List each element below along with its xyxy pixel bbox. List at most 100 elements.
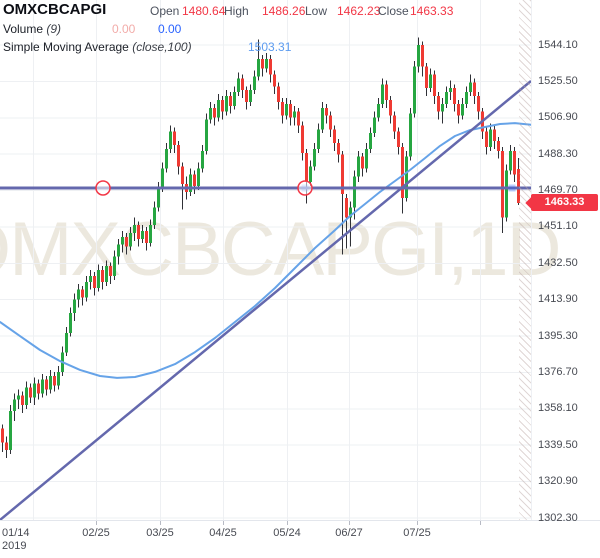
candle-body <box>293 111 296 118</box>
chart-canvas[interactable] <box>0 0 600 520</box>
time-axis-tick <box>349 521 350 525</box>
candle-body <box>97 270 100 288</box>
price-axis-label: 1339.50 <box>538 438 578 451</box>
candle-body <box>81 289 84 298</box>
trendline-anchor-circle[interactable] <box>95 180 111 196</box>
candle-body <box>301 125 304 153</box>
candle-body <box>77 289 80 300</box>
open-value: 1480.64 <box>182 4 226 18</box>
candle-body <box>509 150 512 171</box>
price-axis-label: 1469.70 <box>538 184 578 197</box>
candle-body <box>285 103 288 116</box>
candle-body <box>501 150 504 218</box>
candle-body <box>353 176 356 208</box>
candle-body <box>389 99 392 116</box>
candle-body <box>13 399 16 411</box>
candle-body <box>165 148 168 169</box>
time-axis-label: 05/24 <box>273 527 301 539</box>
candle-body <box>221 99 224 112</box>
candle-body <box>93 276 96 288</box>
candle-body <box>477 96 480 112</box>
candle-body <box>381 84 384 104</box>
right-margin-hatch <box>519 0 532 520</box>
candle-body <box>449 88 452 93</box>
volume-value-1: 0.00 <box>112 22 136 36</box>
price-axis-label: 1488.30 <box>538 147 578 160</box>
candle-body <box>337 143 340 155</box>
sma-line[interactable] <box>0 122 532 379</box>
close-value: 1463.33 <box>410 4 454 18</box>
candle-body <box>469 82 472 93</box>
price-badge: 1463.33 <box>531 194 598 212</box>
price-axis-label: 1302.30 <box>538 511 578 524</box>
candle-body <box>425 66 428 89</box>
time-axis-tick <box>160 521 161 525</box>
trendline-handle[interactable] <box>508 184 516 192</box>
low-value: 1462.23 <box>337 4 381 18</box>
time-axis-label: 06/27 <box>335 527 363 539</box>
candle-body <box>437 96 440 112</box>
volume-label: Volume (9) <box>3 22 62 36</box>
candle-body <box>29 387 32 398</box>
price-axis-label: 1506.90 <box>538 111 578 124</box>
candle-body <box>365 148 368 169</box>
candle-body <box>133 225 136 233</box>
trendline-anchor-circle[interactable] <box>297 180 313 196</box>
candle-body <box>153 207 156 226</box>
time-axis-tick <box>96 521 97 525</box>
candle-body <box>461 103 464 116</box>
candle-body <box>9 410 12 451</box>
candle-body <box>49 375 52 390</box>
price-axis-label: 1525.50 <box>538 74 578 87</box>
sma-param: (close,100) <box>132 40 192 54</box>
candle-body <box>245 90 248 102</box>
candle-body <box>305 152 308 183</box>
candle-body <box>17 395 20 400</box>
candle-body <box>429 74 432 89</box>
candle-body <box>493 129 496 142</box>
candle-body <box>417 45 420 67</box>
candle-body <box>497 141 500 151</box>
candle-body <box>409 113 412 157</box>
candle-body <box>489 129 492 147</box>
candle-body <box>345 197 348 218</box>
candle-body <box>125 236 128 247</box>
candle-body <box>289 103 292 118</box>
candlestick-series[interactable] <box>1 37 520 458</box>
candle-body <box>217 99 220 118</box>
candle-body <box>233 92 236 106</box>
candle-body <box>213 107 216 118</box>
candle-body <box>57 371 60 386</box>
price-axis[interactable]: 1463.33 1544.10 1525.50 1506.90 1488.30 1469… <box>531 0 600 524</box>
candle-body <box>137 225 140 239</box>
candle-body <box>169 131 172 149</box>
candle-body <box>357 156 360 177</box>
diagonal-trendline[interactable] <box>0 80 532 520</box>
price-axis-label: 1413.90 <box>538 293 578 306</box>
candle-body <box>101 270 104 282</box>
sma-value: 1503.31 <box>248 40 292 54</box>
candle-body <box>513 150 516 175</box>
time-axis-label: 07/25 <box>403 527 431 539</box>
candle-body <box>193 174 196 187</box>
volume-param: (9) <box>46 22 62 36</box>
candle-body <box>517 169 520 203</box>
time-axis-tick <box>287 521 288 525</box>
candle-body <box>257 58 260 77</box>
time-axis-label: 02/25 <box>82 527 110 539</box>
price-axis-label: 1544.10 <box>538 38 578 51</box>
candle-body <box>141 231 144 239</box>
candle-body <box>273 74 276 87</box>
candle-body <box>253 76 256 91</box>
candle-body <box>109 266 112 277</box>
time-axis[interactable]: 01/14 2019 02/25 03/25 04/25 05/24 06/27 07/25 <box>0 521 600 558</box>
candle-body <box>405 156 408 198</box>
low-label: Low <box>305 4 328 18</box>
candle-body <box>157 187 160 208</box>
candle-body <box>373 117 376 134</box>
gridlines <box>0 0 531 520</box>
time-axis-label: 03/25 <box>146 527 174 539</box>
candle-body <box>53 375 56 386</box>
time-axis-tick <box>223 521 224 525</box>
